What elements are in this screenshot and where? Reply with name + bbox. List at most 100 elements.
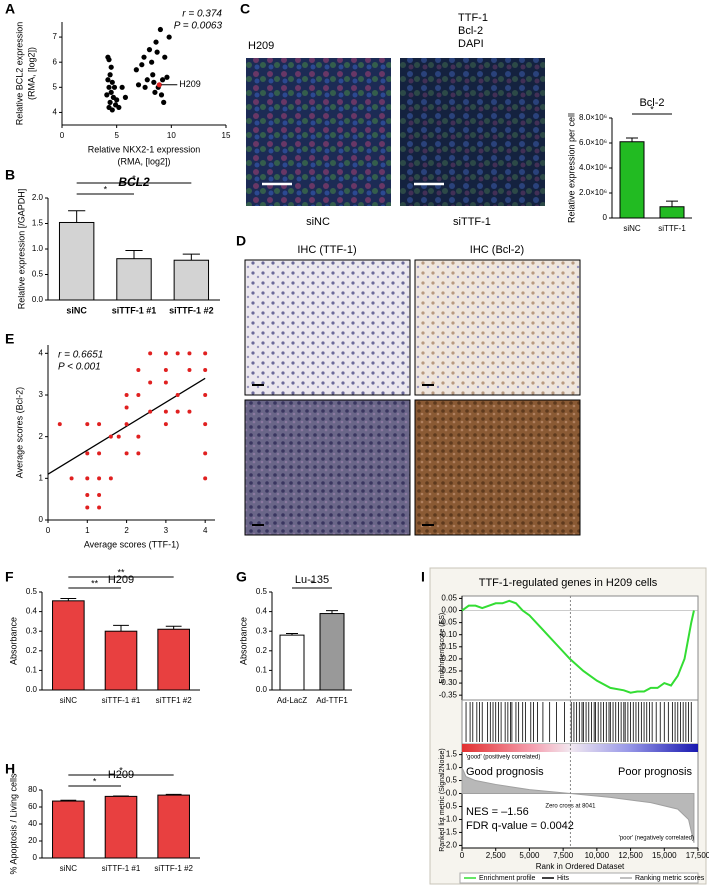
point <box>124 393 129 397</box>
annotation: 'good' (positively correlated) <box>466 755 540 761</box>
y-tick-label: 0 <box>603 213 608 222</box>
y-tick-label: 0.4 <box>26 607 38 616</box>
y-tick-label: 0.3 <box>26 626 38 635</box>
point <box>187 409 192 414</box>
point <box>187 351 192 356</box>
column-title: IHC (Bcl-2) <box>470 244 524 256</box>
point <box>203 351 208 356</box>
x-axis-label: Average scores (TTF-1) <box>84 539 179 549</box>
annotation: FDR q-value = 0.0042 <box>466 820 574 832</box>
sig-label: * <box>119 765 123 775</box>
bar <box>52 600 85 691</box>
annotation: P < 0.001 <box>58 362 101 373</box>
y-tick-label: 0.1 <box>256 666 268 675</box>
point <box>107 99 113 105</box>
y-tick-label: 0.1 <box>26 666 38 675</box>
point-label: H209 <box>179 79 201 89</box>
point <box>136 451 141 456</box>
point <box>119 84 125 90</box>
column-title: IHC (TTF-1) <box>297 244 356 256</box>
y-tick-label: 20 <box>28 836 37 845</box>
point <box>106 57 112 63</box>
point <box>163 368 168 372</box>
point <box>114 97 120 103</box>
x-tick-label: 2 <box>124 526 129 535</box>
x-tick-label: 1 <box>85 526 90 535</box>
point <box>109 107 115 113</box>
bar <box>173 259 210 301</box>
point <box>97 493 102 497</box>
point <box>85 476 90 481</box>
y-axis-label: Relative BCL2 expression <box>14 22 24 126</box>
y-tick-label: 1 <box>39 473 44 482</box>
bar <box>619 141 645 219</box>
legend-label: Enrichment profile <box>479 875 536 882</box>
legend-label: Ranking metric scores <box>635 875 705 882</box>
sig-label: ** <box>91 578 99 588</box>
point <box>157 26 163 33</box>
panel-letter: G <box>236 569 247 585</box>
x-tick-label: siTTF-1 #1 <box>112 305 157 315</box>
point <box>152 89 158 95</box>
x-tick-label: siTTF-1 #2 <box>169 305 214 315</box>
y-tick-label: -0.20 <box>439 654 458 663</box>
y-tick-label: 2.0 <box>32 193 44 202</box>
y-tick-label: 0.2 <box>256 646 268 655</box>
x-axis-label: (RMA, [log2]) <box>117 156 170 166</box>
bar <box>116 258 152 301</box>
metric-area <box>461 767 695 843</box>
point <box>122 94 129 100</box>
legend-box <box>459 872 699 884</box>
y-tick-label: 6 <box>53 57 58 66</box>
microscopy-image <box>246 58 391 206</box>
point <box>108 89 114 95</box>
point <box>175 393 180 397</box>
x-tick-label: 5,000 <box>519 851 540 860</box>
x-tick-label: Ad-LacZ <box>277 696 307 705</box>
point <box>69 476 74 481</box>
y-tick-label: 4 <box>39 348 44 357</box>
error-bar <box>68 210 86 223</box>
x-tick-label: siTTF-1 #2 <box>154 864 193 873</box>
point <box>203 368 208 372</box>
point <box>85 493 90 497</box>
y-tick-label: 2.0×10⁶ <box>579 188 607 197</box>
error-bar <box>60 799 77 802</box>
y-tick-label: 7 <box>53 32 58 41</box>
y-tick-label: 0.4 <box>256 607 268 616</box>
panel-letter: E <box>5 331 14 347</box>
y-tick-label: 4 <box>53 108 58 117</box>
error-bar <box>182 253 200 261</box>
x-tick-label: 10,000 <box>585 851 610 860</box>
y-tick-label: 60 <box>28 802 37 811</box>
chart-title: Bcl-2 <box>639 97 664 109</box>
sig-label: * <box>93 776 97 786</box>
point <box>116 104 122 111</box>
y-tick-label: 3 <box>39 390 44 399</box>
point <box>85 451 90 456</box>
x-tick-label: siTTF1 #2 <box>156 696 193 705</box>
error-bar <box>626 137 638 142</box>
ihc-image <box>244 259 411 396</box>
y-tick-label: -0.25 <box>439 666 458 675</box>
x-tick-label: 3 <box>164 526 169 535</box>
point <box>148 380 153 385</box>
point <box>163 380 168 385</box>
point <box>156 82 162 88</box>
point <box>139 62 145 68</box>
panel-letter: B <box>5 167 15 183</box>
y-tick-label: 0.0 <box>32 295 44 304</box>
bar <box>319 613 345 691</box>
point <box>85 505 90 510</box>
sig-label: * <box>310 578 314 588</box>
error-bar <box>165 625 182 630</box>
point <box>150 72 156 78</box>
y-tick-label: -0.35 <box>439 690 458 699</box>
point <box>151 79 157 85</box>
point <box>106 84 112 90</box>
y-tick-label: -0.30 <box>439 678 458 687</box>
panel-letter: A <box>5 1 15 17</box>
y-axis-label: Ranked list metric (Signal2Noise) <box>439 748 446 851</box>
error-bar <box>286 633 298 636</box>
